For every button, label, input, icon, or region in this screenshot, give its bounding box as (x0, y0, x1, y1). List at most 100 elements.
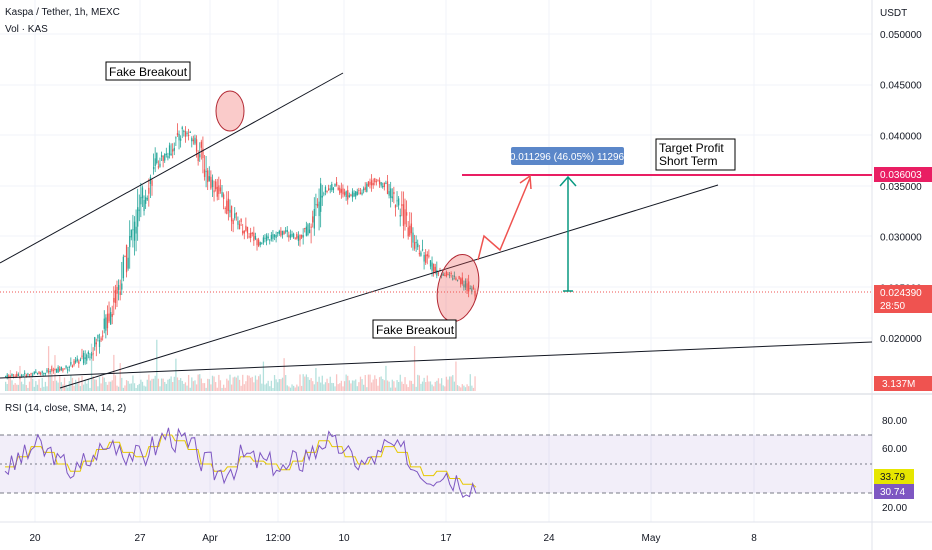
volume-bar (203, 383, 206, 391)
fake-breakout-ellipse-bottom[interactable] (431, 251, 484, 326)
candle-body (237, 221, 239, 225)
candle-body (275, 234, 277, 239)
volume-bar (151, 378, 153, 391)
volume-bar (445, 376, 448, 391)
candle-body (70, 362, 72, 365)
candle-body (208, 176, 210, 181)
volume-bar (156, 339, 158, 391)
volume-bar (318, 376, 320, 391)
volume-bar (81, 375, 83, 391)
candle-body (417, 243, 419, 248)
volume-bar (211, 375, 214, 391)
trendline-lower[interactable] (59, 184, 719, 389)
candle-body (92, 353, 94, 355)
volume-bar (51, 364, 53, 391)
volume-bar (192, 381, 195, 391)
projection-path[interactable] (477, 177, 531, 261)
candle-body (474, 290, 476, 297)
volume-bar (248, 375, 250, 391)
volume-bar (293, 385, 295, 391)
candle-body (429, 260, 432, 267)
candle-body (286, 229, 288, 233)
candle-body (197, 153, 199, 162)
candle-body (232, 220, 234, 225)
candle-body (347, 190, 349, 200)
candle-body (194, 137, 196, 144)
candle-body (447, 274, 449, 276)
trendline-base[interactable] (0, 341, 873, 379)
volume-bar (22, 384, 24, 391)
volume-bar (183, 383, 185, 391)
volume-bar (195, 384, 198, 391)
volume-bar (116, 385, 118, 391)
volume-bar (372, 379, 374, 391)
candle-body (444, 275, 446, 277)
fake-breakout-ellipse-top[interactable] (215, 90, 245, 132)
volume-bar (310, 378, 312, 391)
candle-body (288, 235, 290, 238)
candle-body (428, 255, 430, 257)
candle-body (345, 191, 347, 198)
volume-bar (468, 386, 470, 391)
candle-body (339, 187, 341, 194)
volume-bar (380, 376, 382, 391)
candle-body (160, 155, 163, 157)
candle-body (393, 191, 395, 195)
volume-bar (385, 365, 387, 391)
candle-body (283, 231, 285, 235)
candle-body (464, 280, 467, 288)
volume-bar (359, 376, 362, 391)
candle-body (186, 132, 188, 134)
fake-breakout-top-box[interactable] (105, 61, 191, 81)
time-axis[interactable]: 20 27 Apr 12:00 10 17 24 May 8 (29, 533, 757, 544)
candle-body (130, 229, 132, 238)
fake-breakout-bottom-box[interactable] (372, 319, 457, 339)
candle-body (162, 156, 164, 162)
candle-body (452, 277, 454, 280)
volume-bar (187, 374, 190, 391)
volume-bar (280, 379, 282, 391)
target-profit-box[interactable] (655, 138, 736, 171)
volume-bar (423, 377, 425, 391)
candle-body (308, 229, 311, 234)
volume-bar (308, 379, 311, 391)
candle-body (329, 188, 331, 190)
volume-bar (285, 375, 287, 391)
volume-bar (315, 368, 317, 391)
candle-body (49, 371, 51, 373)
candle-body (82, 353, 85, 364)
rsi-ma-line (5, 434, 477, 488)
candle-body (412, 232, 414, 243)
trendline-upper[interactable] (0, 72, 344, 264)
volume-bar (35, 381, 37, 391)
candle-body (367, 181, 370, 187)
candle-body (86, 354, 88, 361)
candle-body (265, 235, 268, 242)
candle-body (218, 185, 220, 194)
volume-bar (145, 386, 147, 391)
volume-bar (302, 374, 304, 391)
volume-bar (146, 379, 148, 391)
time-tick-label: 20 (29, 533, 41, 544)
volume-bar (117, 386, 120, 391)
volume-bar (388, 381, 390, 391)
candle-body (65, 365, 67, 368)
volume-bar (9, 370, 12, 391)
volume-bar (184, 382, 187, 391)
volume-bar (258, 376, 260, 391)
candle-body (370, 180, 373, 186)
candle-body (426, 254, 428, 257)
volume-bar (137, 385, 139, 391)
candle-body (116, 287, 118, 294)
volume-bar (428, 381, 430, 391)
volume-bar (447, 379, 449, 391)
candle-body (176, 133, 179, 136)
candle-body (350, 194, 352, 196)
candle-body (410, 223, 413, 234)
candle-body (213, 190, 215, 193)
candle-body (398, 198, 400, 206)
candle-body (192, 139, 195, 142)
volume-bar (125, 380, 128, 391)
candle-body (262, 237, 265, 243)
